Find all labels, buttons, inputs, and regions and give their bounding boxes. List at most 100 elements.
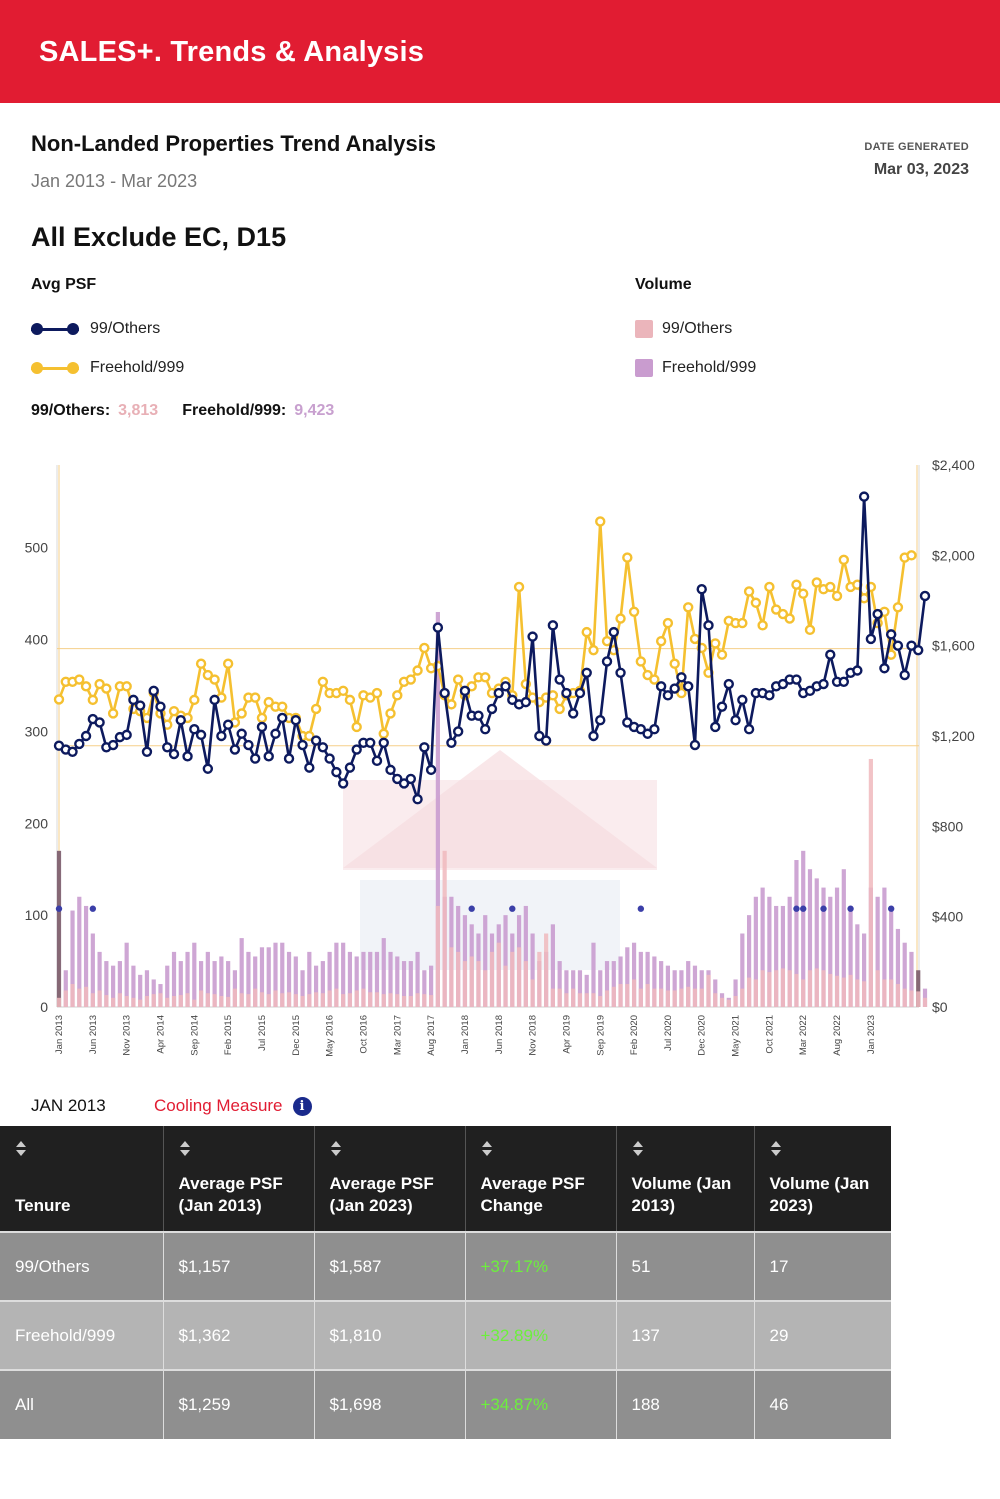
freehold-psf-point: [53, 694, 65, 705]
volume-bar-freehold: [144, 970, 150, 1007]
y-right-tick-label: $800: [932, 818, 963, 834]
volume-bar-others: [56, 997, 62, 1007]
volume-bar-freehold: [388, 951, 393, 1007]
x-tick-label: Sep 2019: [595, 1015, 606, 1056]
volume-bar-others: [286, 992, 292, 1007]
legend-volume-freehold[interactable]: Freehold/999: [635, 358, 756, 378]
column-header-tenure[interactable]: Tenure: [0, 1126, 164, 1232]
volume-bar-others: [361, 988, 366, 1007]
freehold-psf-point: [365, 692, 376, 703]
volume-bar-others: [151, 994, 156, 1007]
freehold-psf-point: [642, 669, 653, 681]
volume-bar-others: [374, 992, 380, 1007]
trend-chart[interactable]: 0 100 200 300 400 500 $0 $400 $800 $1,200 $1,600 $2…: [0, 450, 1000, 1070]
volume-bar-freehold: [239, 938, 244, 1007]
sort-icon[interactable]: [632, 1141, 644, 1157]
column-header-volume-end[interactable]: Volume (Jan 2023): [754, 1126, 891, 1232]
info-icon[interactable]: i: [292, 1096, 312, 1116]
others-psf-point: [655, 681, 667, 692]
volume-bar-others: [787, 970, 792, 1007]
volume-bar-others: [659, 988, 664, 1007]
cooling-measure-link[interactable]: Cooling Measure i: [154, 1096, 312, 1116]
freehold-psf-point: [892, 602, 904, 613]
watermark-logo: [343, 780, 657, 870]
volume-bar-freehold: [246, 951, 251, 1007]
volume-bar-others: [198, 990, 204, 1007]
volume-bar-others: [178, 995, 183, 1007]
sort-icon[interactable]: [481, 1141, 493, 1157]
y-right-tick-label: $400: [932, 909, 963, 925]
volume-bar-others: [686, 986, 691, 1007]
others-psf-point: [222, 719, 234, 730]
sort-icon[interactable]: [330, 1141, 342, 1157]
freehold-psf-point: [777, 608, 789, 620]
legend-volume-others[interactable]: 99/Others: [635, 319, 732, 339]
freehold-psf-point: [655, 635, 667, 647]
column-header-psf-start[interactable]: Average PSF (Jan 2013): [163, 1126, 315, 1232]
volume-bar-others: [834, 975, 840, 1007]
volume-bar-freehold: [598, 970, 603, 1007]
column-header-psf-change[interactable]: Average PSF Change: [465, 1126, 617, 1232]
date-generated-value: Mar 03, 2023: [873, 161, 969, 178]
others-psf-point: [141, 746, 153, 758]
volume-bar-others: [212, 994, 217, 1007]
others-psf-point: [236, 728, 247, 739]
sort-icon[interactable]: [770, 1141, 782, 1157]
others-psf-point: [189, 724, 200, 735]
volume-bar-others: [368, 992, 373, 1007]
sort-icon[interactable]: [15, 1141, 27, 1157]
others-psf-point: [256, 721, 268, 733]
volume-bar-others: [706, 974, 711, 1007]
legend-psf-freehold[interactable]: Freehold/999: [31, 358, 184, 378]
volume-bar-freehold: [814, 878, 819, 1007]
volume-bar-others: [665, 990, 671, 1007]
volume-bar-freehold: [611, 961, 616, 1007]
volume-bar-others: [489, 951, 495, 1007]
volume-bar-freehold: [875, 896, 880, 1007]
volume-bar-others: [875, 970, 880, 1007]
volume-bar-freehold: [293, 956, 298, 1007]
volume-bar-others: [476, 961, 481, 1007]
cell-volume-start: 51: [616, 1231, 755, 1301]
cooling-measure-label: Cooling Measure: [154, 1096, 283, 1115]
freehold-psf-point: [222, 658, 234, 669]
volume-bar-others: [794, 973, 799, 1007]
x-tick-label: Oct 2016: [358, 1015, 369, 1054]
total-others-label: 99/Others:: [31, 402, 111, 419]
volume-bar-others: [462, 961, 468, 1007]
volume-bar-others: [733, 995, 738, 1007]
freehold-psf-point: [906, 550, 917, 561]
freehold-psf-point: [831, 590, 843, 602]
volume-bar-freehold: [286, 951, 292, 1007]
volume-bar-others: [300, 995, 305, 1007]
volume-bar-others: [503, 965, 508, 1007]
volume-bar-others: [83, 986, 89, 1007]
cooling-measure-dot: [468, 905, 475, 912]
cell-tenure: 99/Others: [0, 1231, 164, 1301]
volume-bar-freehold: [807, 869, 813, 1007]
freehold-psf-point: [615, 613, 626, 624]
cell-volume-start: 137: [616, 1300, 755, 1370]
others-psf-point: [263, 751, 274, 762]
volume-bar-freehold: [63, 970, 68, 1007]
others-psf-point: [175, 714, 186, 726]
volume-bar-others: [429, 995, 434, 1007]
volume-bar-freehold: [530, 933, 535, 1007]
volume-bar-others: [530, 979, 535, 1007]
legend-psf-others[interactable]: 99/Others: [31, 319, 160, 339]
sort-icon[interactable]: [179, 1141, 191, 1157]
volume-bar-freehold: [77, 896, 82, 1007]
column-header-psf-end[interactable]: Average PSF (Jan 2023): [314, 1126, 466, 1232]
others-psf-point: [892, 640, 904, 651]
page-title: Non-Landed Properties Trend Analysis: [31, 131, 437, 156]
others-psf-point: [622, 717, 633, 728]
others-psf-point: [337, 778, 349, 789]
volume-bar-others: [63, 990, 68, 1007]
table-row: 99/Others $1,157 $1,587 +37.17% 51 17: [0, 1231, 891, 1301]
comparison-table: Tenure Average PSF (Jan 2013) Average PS…: [0, 1126, 891, 1439]
volume-bar-freehold: [185, 951, 190, 1007]
freehold-psf-point: [649, 674, 660, 685]
x-tick-label: Apr 2019: [561, 1015, 572, 1054]
column-header-volume-start[interactable]: Volume (Jan 2013): [616, 1126, 755, 1232]
volume-bar-freehold: [571, 970, 576, 1007]
